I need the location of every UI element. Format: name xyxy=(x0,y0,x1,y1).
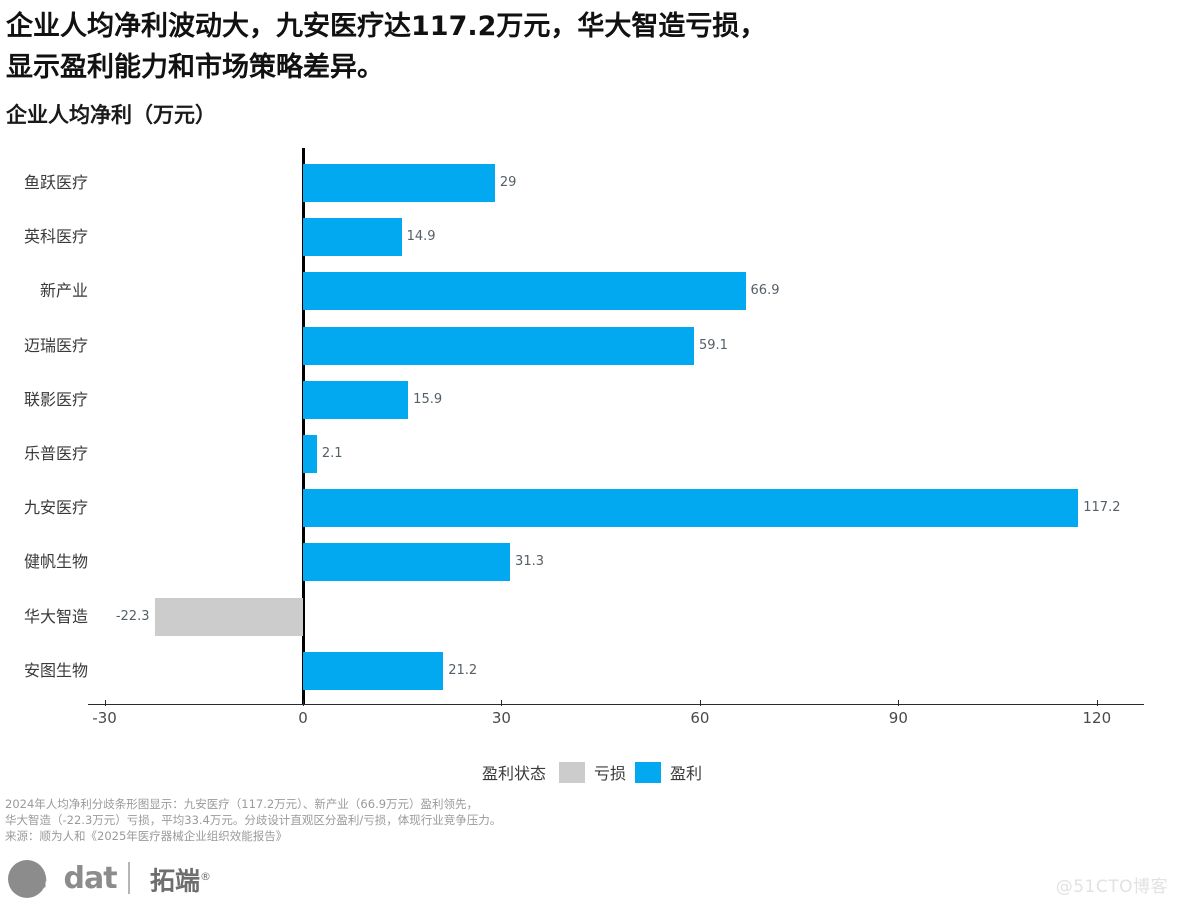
legend-label-profit: 盈利 xyxy=(670,764,703,783)
legend-swatch-loss xyxy=(558,761,585,783)
chart-footnote: 2024年人均净利分歧条形图显示：九安医疗（117.2万元）、新产业（66.9万… xyxy=(5,797,502,843)
logo-wordmark: tecdat xyxy=(14,861,118,896)
logo-circle-shape xyxy=(8,860,46,898)
logo-word-prefix: te xyxy=(14,861,48,896)
legend-title: 盈利状态 xyxy=(481,764,546,783)
logo-divider xyxy=(128,862,130,894)
category-label: 英科医疗 xyxy=(23,227,88,247)
x-axis-line xyxy=(88,704,1144,705)
category-label: 联影医疗 xyxy=(23,389,88,409)
logo-cn-text: 拓端 xyxy=(150,866,201,896)
bar-loss[interactable] xyxy=(155,597,303,636)
logo-chinese-name: 拓端® xyxy=(150,862,211,896)
bar-value-label: 117.2 xyxy=(1083,500,1121,516)
category-label: 新产业 xyxy=(39,281,88,301)
bar-value-label: 15.9 xyxy=(413,391,443,407)
x-axis-tick xyxy=(898,700,900,706)
bar-value-label: 31.3 xyxy=(515,554,544,570)
x-axis-tick xyxy=(699,700,701,706)
bar-profit[interactable] xyxy=(303,380,409,419)
bar-value-label: 2.1 xyxy=(321,446,343,461)
x-axis-tick xyxy=(1096,700,1098,706)
category-label: 迈瑞医疗 xyxy=(23,335,88,355)
chart-legend: 盈利状态 亏损 盈利 xyxy=(0,760,1184,784)
x-axis-tick-label: 0 xyxy=(298,709,308,727)
x-axis-tick xyxy=(303,700,304,706)
chart-subtitle: 企业人均净利（万元） xyxy=(6,103,216,127)
bar-profit[interactable] xyxy=(303,489,1079,528)
bar-profit[interactable] xyxy=(303,543,511,582)
x-axis-tick-label: 90 xyxy=(888,709,908,727)
category-label: 华大智造 xyxy=(23,606,88,626)
bar-profit[interactable] xyxy=(303,651,444,690)
bar-profit[interactable] xyxy=(303,435,317,473)
x-axis-tick-label: 60 xyxy=(690,709,710,727)
category-label: 鱼跃医疗 xyxy=(23,173,88,192)
legend-label-loss: 亏损 xyxy=(593,764,626,783)
tecdat-logo: tecdat 拓端® xyxy=(8,857,211,901)
logo-mark: tecdat xyxy=(8,858,146,900)
bar-value-label: -22.3 xyxy=(115,608,150,624)
zero-baseline-axis xyxy=(302,148,305,705)
bar-value-label: 21.2 xyxy=(448,662,478,678)
bar-profit[interactable] xyxy=(303,218,402,257)
chart-headline: 企业人均净利波动大，九安医疗达117.2万元，华大智造亏损， 显示盈利能力和市场… xyxy=(6,11,767,83)
bar-profit[interactable] xyxy=(303,164,495,202)
category-label: 健帆生物 xyxy=(23,552,88,572)
bar-value-label: 66.9 xyxy=(750,283,780,299)
bar-chart-plot-area: 鱼跃医疗 29 英科医疗 14.9 新产业 66.9 迈瑞医疗 59.1 联影医疗 15.9 乐普医… xyxy=(0,148,1184,727)
x-axis-tick xyxy=(104,700,106,706)
bar-value-label: 29 xyxy=(499,175,517,190)
bar-profit[interactable] xyxy=(303,326,694,365)
x-axis-tick-label: -30 xyxy=(92,709,117,727)
category-label: 安图生物 xyxy=(23,660,88,680)
bar-value-label: 14.9 xyxy=(406,229,436,245)
x-axis-tick xyxy=(501,700,503,706)
bar-profit[interactable] xyxy=(303,272,746,311)
x-axis-tick-label: 30 xyxy=(491,709,511,727)
x-axis-tick-label: 120 xyxy=(1082,709,1112,727)
bar-value-label: 59.1 xyxy=(698,337,728,353)
site-watermark: @51CTO博客 xyxy=(1055,877,1168,897)
category-label: 乐普医疗 xyxy=(23,444,88,463)
legend-swatch-profit xyxy=(635,761,661,783)
logo-trademark-icon: ® xyxy=(200,869,212,883)
logo-word-suffix: dat xyxy=(63,861,117,896)
category-label: 九安医疗 xyxy=(23,498,88,518)
logo-word-knockout: c xyxy=(46,861,65,896)
